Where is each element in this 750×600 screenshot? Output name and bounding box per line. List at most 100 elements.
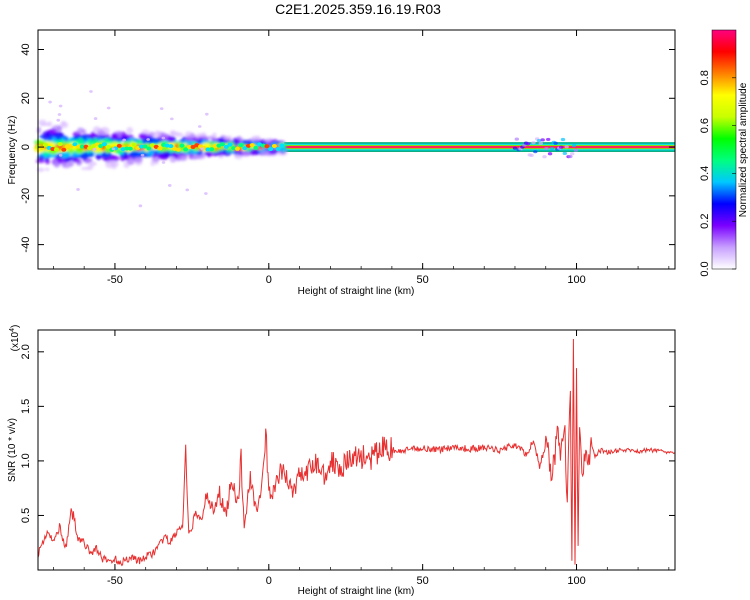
- spectrogram-y-axis-label: Frequency (Hz): [7, 116, 18, 185]
- spectrogram-cell: [127, 157, 134, 166]
- snr-multiplier: (x104): [9, 325, 21, 352]
- spectrogram-core-cell: [124, 146, 130, 151]
- spectrogram-cell: [56, 157, 66, 164]
- spectrogram-disturbed-cell: [544, 147, 549, 151]
- spectrogram-heatmap: [33, 90, 675, 208]
- spectrogram-cell: [101, 151, 112, 158]
- spectrogram-core-cell: [157, 146, 163, 151]
- spectrogram-cell: [60, 120, 66, 126]
- spectrogram-outlier: [106, 106, 111, 110]
- spectrogram-core-cell: [53, 147, 59, 152]
- spectrogram-cell: [266, 139, 272, 143]
- spectrogram-disturbed-cell: [570, 152, 575, 156]
- spectrogram-disturbed-cell: [514, 137, 520, 141]
- spectrogram-cell: [234, 139, 240, 145]
- spectrogram-cell: [151, 157, 160, 163]
- spectrogram-cell: [90, 131, 96, 138]
- spectrogram-cell: [105, 160, 115, 169]
- spectrogram-cell: [206, 150, 212, 158]
- spectrogram-core-cell: [42, 142, 48, 147]
- spectrogram-cell: [44, 167, 50, 171]
- spectrogram-outlier: [58, 104, 63, 108]
- spectrogram-outlier: [170, 117, 174, 121]
- spectrogram-core-cell: [146, 146, 152, 151]
- spectrogram-disturbed-cell: [512, 146, 518, 150]
- multiplier-base: (x10: [10, 331, 21, 351]
- spectrogram-cell: [123, 151, 128, 159]
- spectrogram-cell: [42, 131, 51, 139]
- spectrogram-core-cell: [90, 144, 96, 149]
- spectrogram-y-tick-label: 40: [20, 43, 32, 55]
- spectrogram-core-cell: [175, 147, 181, 152]
- spectrogram-outlier: [138, 204, 143, 208]
- spectrogram-outlier: [58, 153, 63, 157]
- snr-y-tick-label: 2.0: [20, 344, 32, 359]
- spectrogram-y-tick-label: -20: [20, 188, 32, 204]
- spectrogram-disturbed-cell: [564, 145, 569, 149]
- spectrogram-disturbed-cell: [533, 150, 538, 154]
- spectrogram-core-cell: [50, 147, 56, 152]
- spectrogram-cell: [36, 167, 45, 172]
- spectrogram-core-cell: [105, 144, 111, 149]
- spectrogram-core-cell: [164, 143, 170, 148]
- spectrogram-x-axis-label: Height of straight line (km): [298, 286, 415, 297]
- spectrogram-cell: [196, 139, 203, 144]
- spectrogram-core-cell: [149, 143, 155, 148]
- spectrogram-disturbed-cell: [538, 141, 544, 145]
- spectrogram-core-cell: [183, 147, 189, 152]
- spectrogram-core-cell: [253, 145, 259, 150]
- spectrogram-cell: [43, 150, 49, 157]
- spectrogram-cell: [66, 140, 72, 144]
- snr-y-tick-label: 0.5: [20, 508, 32, 523]
- spectrogram-cell: [72, 136, 80, 140]
- spectrogram-core-cell: [142, 144, 148, 149]
- spectrogram-core-cell: [238, 143, 244, 148]
- colorbar-label: Normalized spectral amplitude: [738, 82, 749, 217]
- spectrogram-outlier: [159, 107, 164, 110]
- spectrogram-cell: [88, 161, 97, 167]
- spectrogram-cell: [161, 150, 171, 158]
- spectrogram-disturbed-cell: [546, 137, 551, 142]
- spectrogram-outlier: [200, 147, 204, 150]
- spectrogram-core-cell: [179, 143, 185, 148]
- spectrogram-cell: [135, 139, 143, 146]
- spectrogram-cell: [151, 137, 161, 144]
- spectrogram-disturbed-cell: [547, 152, 553, 156]
- spectrogram-core-cell: [227, 142, 233, 147]
- snr-x-tick-label: 50: [417, 575, 429, 587]
- spectrogram-disturbed-cell: [573, 148, 579, 152]
- spectrogram-core-cell: [101, 142, 107, 147]
- spectrogram-core-cell: [98, 144, 104, 149]
- spectrogram-core-cell: [205, 147, 211, 152]
- spectrogram-cell: [59, 151, 70, 159]
- spectrogram-outlier: [76, 188, 80, 191]
- spectrogram-cell: [146, 149, 153, 156]
- spectrogram-disturbed-cell: [531, 141, 536, 145]
- spectrogram-cell: [93, 126, 101, 133]
- spectrogram-core-cell: [242, 146, 248, 151]
- colorbar-tick-label: 0.4: [699, 166, 711, 181]
- spectrogram-cell: [188, 140, 193, 147]
- spectrogram-cell: [185, 135, 192, 141]
- spectrogram-disturbed-cell: [560, 137, 566, 142]
- spectrogram-cell: [75, 147, 84, 154]
- spectrogram-core-cell: [127, 146, 133, 151]
- spectrogram-disturbed-cell: [568, 154, 573, 159]
- colorbar-tick-label: 0.2: [699, 214, 711, 229]
- spectrogram-cell: [201, 135, 209, 140]
- spectrogram-y-tick-label: 0: [20, 144, 32, 150]
- spectrogram-core-cell: [131, 142, 137, 147]
- snr-series-line: [37, 338, 676, 567]
- spectrogram-cell: [216, 152, 226, 156]
- spectrogram-core-cell: [220, 142, 226, 147]
- spectrogram-core-cell: [223, 144, 229, 149]
- spectrogram-outlier: [111, 147, 116, 151]
- spectrogram-cell: [218, 147, 224, 151]
- spectrogram-cell: [68, 148, 75, 154]
- spectrogram-outlier: [56, 118, 61, 122]
- spectrogram-outlier: [185, 188, 190, 192]
- spectrogram-core-cell: [234, 146, 240, 151]
- spectrogram-core-cell: [65, 144, 71, 149]
- spectrogram-disturbed-cell: [529, 153, 534, 157]
- spectrogram-ticks: -50 0 50 100 -40 -20 0 20 40: [20, 30, 675, 286]
